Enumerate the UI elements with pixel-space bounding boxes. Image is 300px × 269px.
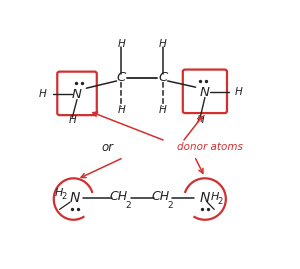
Text: 2: 2	[61, 192, 67, 201]
Text: CH: CH	[152, 190, 170, 203]
Text: N: N	[72, 88, 82, 101]
Text: H: H	[39, 89, 47, 100]
Text: H: H	[211, 192, 219, 202]
Text: N: N	[70, 191, 80, 205]
Text: H: H	[55, 188, 63, 198]
Text: N: N	[200, 86, 210, 99]
Text: H: H	[117, 105, 125, 115]
Text: or: or	[101, 141, 113, 154]
Text: H: H	[235, 87, 243, 97]
Text: donor atoms: donor atoms	[177, 142, 243, 152]
Text: H: H	[196, 115, 204, 125]
Text: 2: 2	[218, 197, 223, 206]
Text: CH: CH	[110, 190, 128, 203]
Text: C: C	[117, 71, 126, 84]
Text: H: H	[68, 115, 76, 125]
Text: H: H	[159, 105, 167, 115]
Text: H: H	[117, 39, 125, 49]
Text: H: H	[159, 39, 167, 49]
Text: 2: 2	[167, 201, 173, 210]
Text: C: C	[158, 71, 168, 84]
Text: 2: 2	[125, 201, 131, 210]
Text: N: N	[200, 191, 210, 205]
